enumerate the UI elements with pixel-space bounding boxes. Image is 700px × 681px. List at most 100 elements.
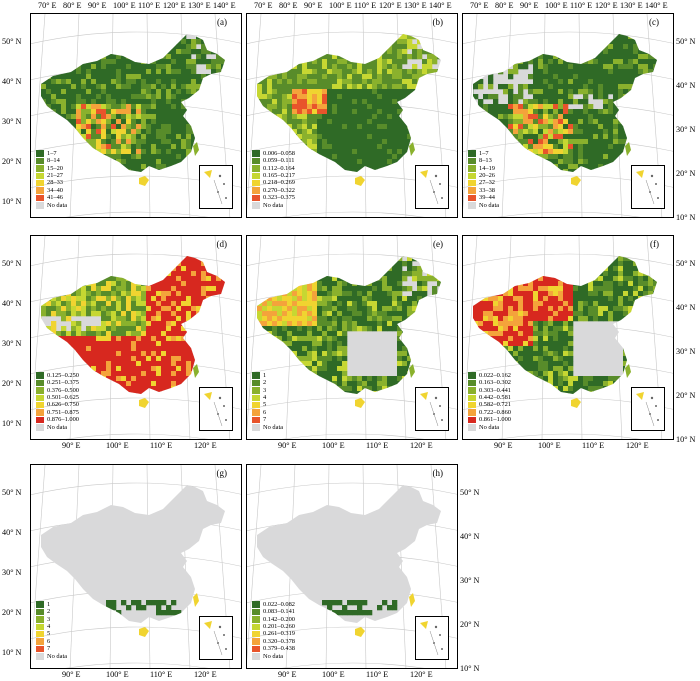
axis-label: 70° E	[38, 1, 57, 10]
legend-item-nodata: No data	[36, 653, 67, 660]
map-panel-a: (a) 1–7 8–14 15–20 21–27 28–33 34–40 41–46 No da…	[30, 13, 242, 218]
legend-swatch	[36, 638, 44, 645]
legend-item: 39–44	[468, 194, 499, 201]
map-c-svg	[463, 14, 673, 217]
axis-label: 100° E	[322, 670, 345, 679]
legend-item: 8–14	[36, 157, 67, 164]
legend-label: 0.261–0.319	[263, 630, 295, 638]
axis-label: 70° E	[254, 1, 273, 10]
legend-label: 1	[263, 371, 267, 379]
axis-label: 100° E	[329, 1, 352, 10]
south-china-sea-inset	[199, 616, 233, 660]
legend-label: 5	[263, 401, 267, 409]
legend-item: 0.501–0.625	[36, 394, 79, 401]
axis-label: 50° N	[676, 37, 696, 46]
inset-islands-icon	[204, 621, 227, 656]
legend-item: 0.861–1.000	[468, 416, 511, 423]
axis-label: 130° E	[404, 1, 427, 10]
legend-swatch	[468, 187, 476, 194]
legend-item-nodata: No data	[468, 202, 499, 209]
legend-swatch	[252, 165, 260, 172]
axis-label: 20° N	[2, 608, 22, 617]
legend-item: 6	[252, 409, 283, 416]
legend-label: No data	[47, 423, 68, 431]
legend-item: 34–40	[36, 187, 67, 194]
legend-label: 0.165–0.217	[263, 172, 295, 180]
legend-swatch	[36, 645, 44, 653]
map-a-svg	[31, 14, 241, 217]
legend-label: 2	[47, 608, 51, 616]
inset-islands-icon	[636, 170, 659, 205]
legend-label: 27–32	[479, 179, 495, 187]
axis-label: 20° N	[460, 620, 480, 629]
axis-label: 90° E	[278, 441, 297, 450]
legend-item: 0.876–1.000	[36, 416, 79, 423]
legend-swatch	[252, 379, 260, 387]
axis-label: 90° E	[278, 670, 297, 679]
legend-label: 0.320–0.378	[263, 637, 295, 645]
legend-label: 20–26	[479, 172, 495, 180]
legend-label: 4	[263, 394, 267, 402]
south-china-sea-inset	[199, 165, 233, 209]
legend-label: 21–27	[47, 172, 63, 180]
axis-label: 50° N	[676, 259, 696, 268]
legend-label: 0.251–0.375	[47, 379, 79, 387]
map-panel-b: (b) 0.006–0.058 0.059–0.111 0.112–0.164 0.16…	[246, 13, 458, 218]
legend-swatch	[252, 387, 260, 394]
legend-swatch	[252, 616, 260, 623]
legend-item: 0.163–0.302	[468, 379, 511, 386]
legend-swatch	[36, 630, 44, 638]
legend-swatch	[36, 379, 44, 387]
legend-swatch	[468, 194, 476, 202]
legend-item: 1–7	[468, 150, 499, 157]
panel-label-b: (b)	[432, 17, 444, 27]
legend-swatch	[252, 601, 260, 608]
legend-swatch	[252, 394, 260, 401]
legend-item-nodata: No data	[252, 424, 283, 431]
legend-swatch	[36, 150, 44, 157]
axis-label: 90° E	[494, 441, 513, 450]
legend-item-nodata: No data	[36, 202, 67, 209]
legend-label: 1–7	[47, 149, 57, 157]
axis-label: 140° E	[645, 1, 668, 10]
axis-label: 50° N	[2, 259, 22, 268]
legend-swatch	[36, 172, 44, 179]
legend-item: 14–19	[468, 165, 499, 172]
inset-islands-icon	[420, 621, 443, 656]
legend-label: 8–13	[479, 157, 492, 165]
legend-item: 1	[252, 372, 283, 379]
legend-item: 33–38	[468, 187, 499, 194]
legend-item: 21–27	[36, 172, 67, 179]
axis-label: 110° E	[570, 1, 593, 10]
legend-item: 0.582–0.721	[468, 401, 511, 408]
legend-label: 3	[47, 615, 51, 623]
legend-swatch	[36, 202, 44, 209]
legend-swatch	[36, 623, 44, 630]
axis-label: 90° E	[62, 441, 81, 450]
legend-swatch	[468, 179, 476, 187]
south-china-sea-inset	[415, 387, 449, 431]
axis-label: 40° N	[2, 299, 22, 308]
legend-swatch	[36, 187, 44, 194]
legend-swatch	[252, 172, 260, 179]
axis-label: 20° N	[676, 169, 696, 178]
legend-label: 0.751–0.875	[47, 408, 79, 416]
legend-swatch	[468, 401, 476, 409]
legend-c: 1–7 8–13 14–19 20–26 27–32 33–38 39–44 No data	[468, 150, 499, 209]
legend-label: 0.876–1.000	[47, 416, 79, 424]
legend-item: 0.165–0.217	[252, 172, 295, 179]
legend-label: 4	[47, 623, 51, 631]
legend-swatch	[252, 645, 260, 653]
map-panel-h: (h) 0.022–0.082 0.083–0.141 0.142–0.200 0.20…	[246, 464, 458, 669]
south-china-sea-inset	[199, 387, 233, 431]
axis-label: 120° E	[163, 1, 186, 10]
legend-item: 7	[252, 416, 283, 423]
legend-swatch	[252, 608, 260, 616]
map-panel-g: (g) 1 2 3 4 5 6 7 No data	[30, 464, 242, 669]
legend-swatch	[252, 416, 260, 424]
axis-label: 110° E	[354, 1, 377, 10]
legend-swatch	[468, 379, 476, 387]
legend-item: 0.261–0.319	[252, 630, 295, 637]
axis-label: 100° E	[106, 441, 129, 450]
legend-b: 0.006–0.058 0.059–0.111 0.112–0.164 0.165–0…	[252, 150, 295, 209]
